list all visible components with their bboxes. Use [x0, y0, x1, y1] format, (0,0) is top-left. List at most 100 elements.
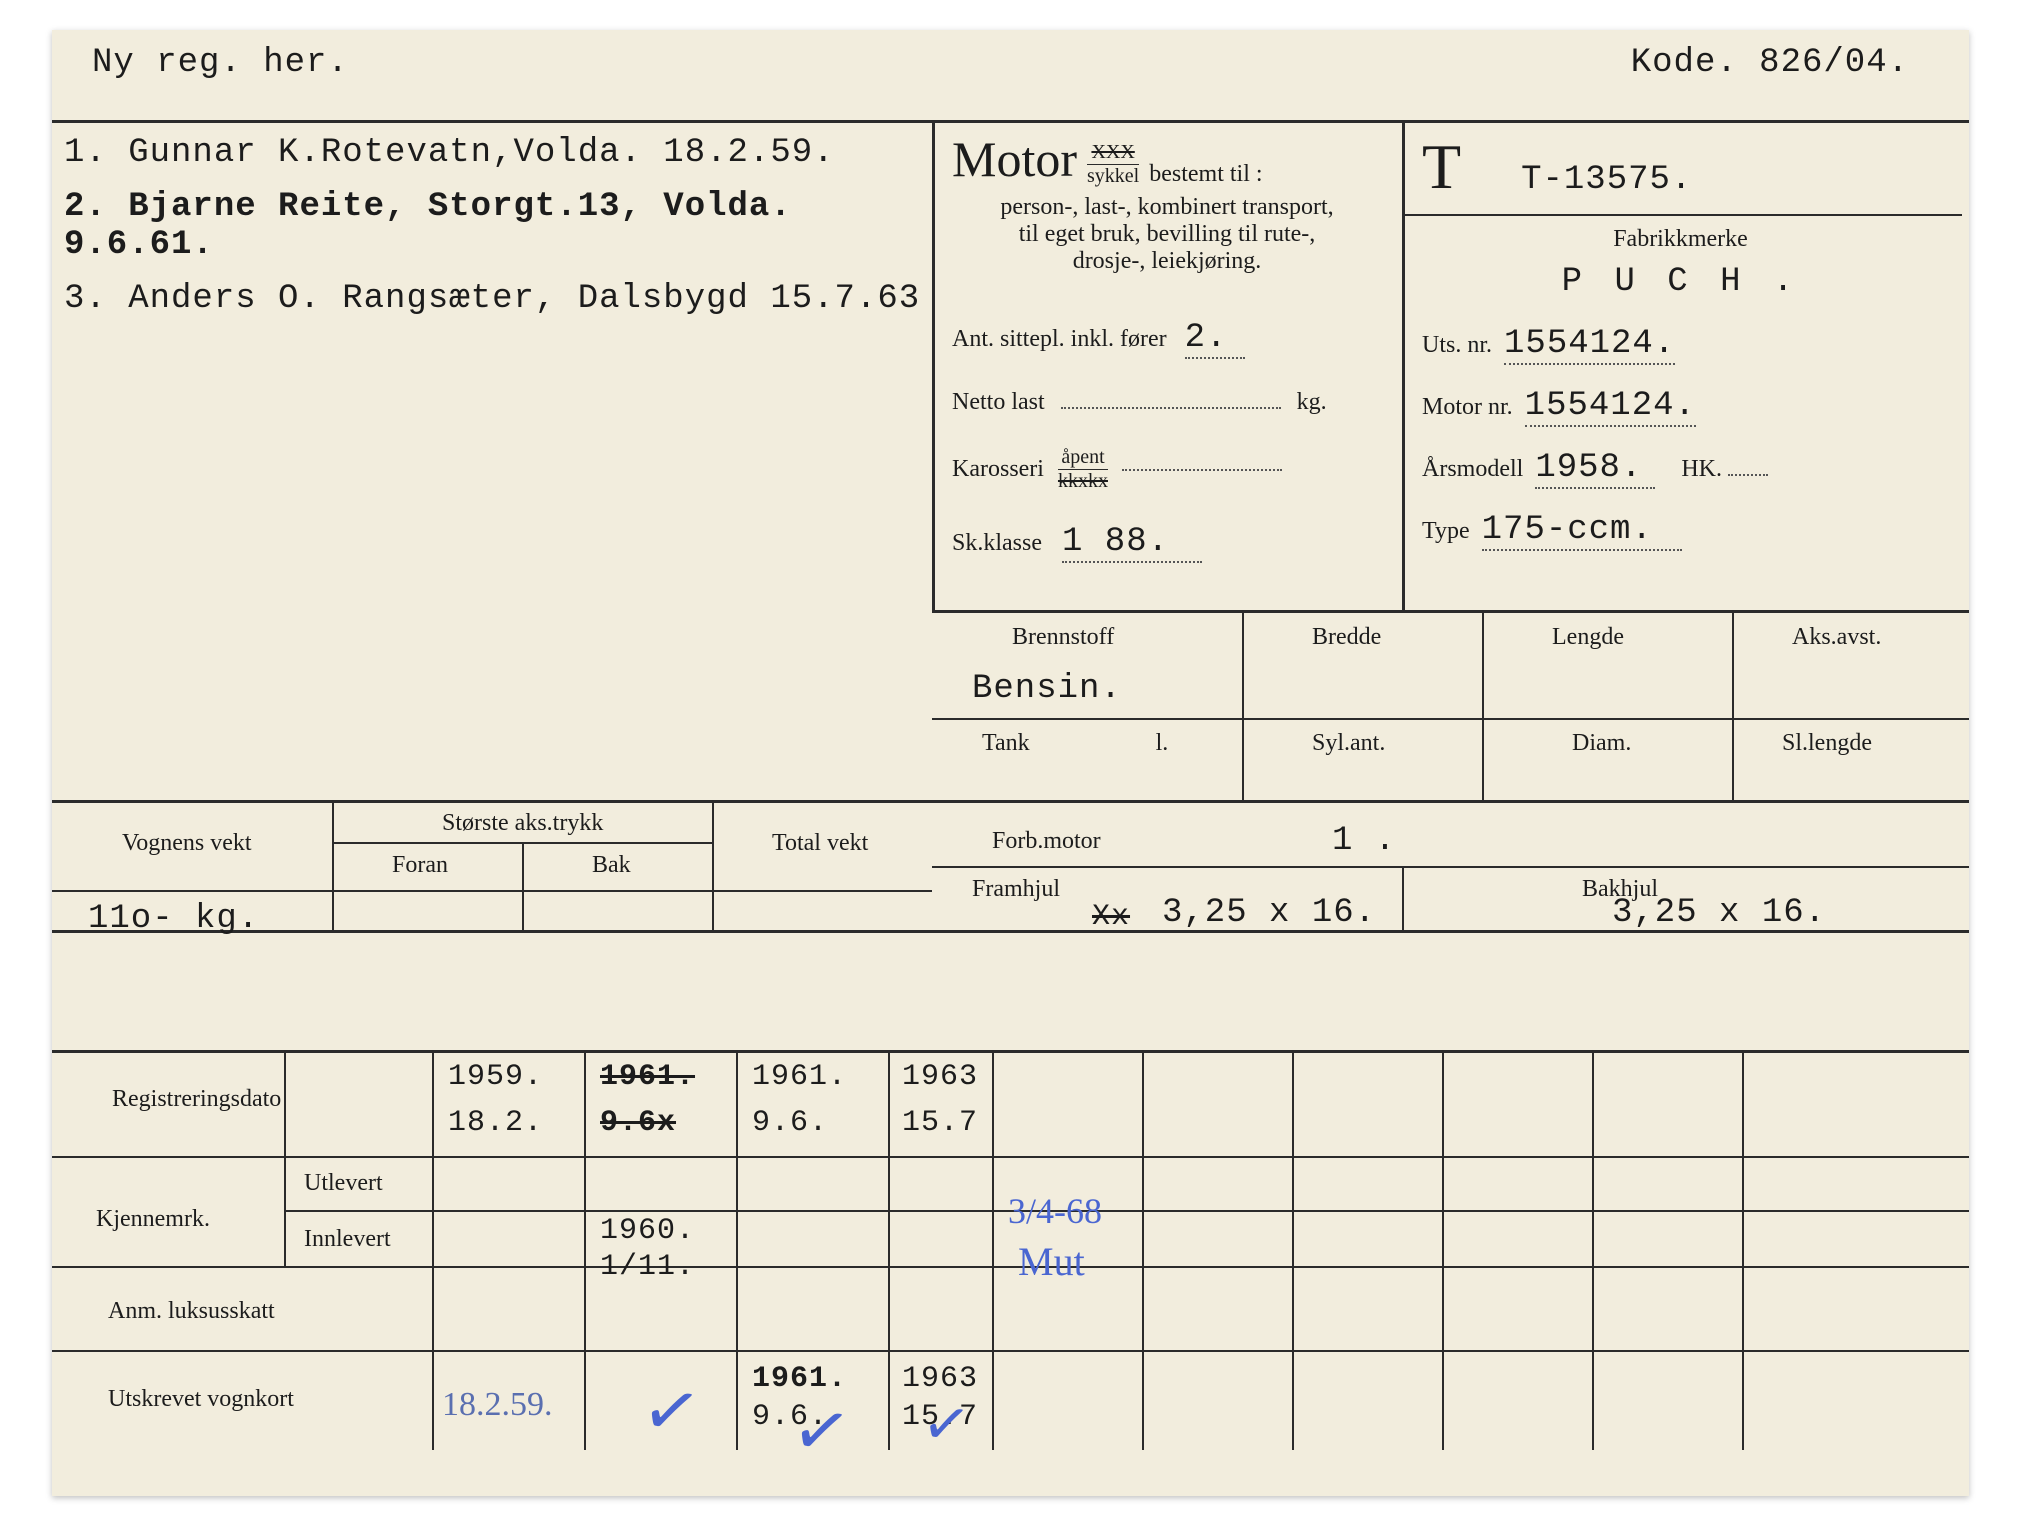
vognvekt-h: Vognens vekt: [122, 830, 252, 857]
owner-row: 3. Anders O. Rangsæter, Dalsbygd 15.7.63: [64, 280, 924, 318]
motornr: Motor nr. 1554124.: [1422, 387, 1939, 427]
sittepl-val: 2.: [1185, 319, 1245, 359]
skklasse-val: 1 88.: [1062, 523, 1202, 563]
type-val: 175-ccm.: [1482, 511, 1682, 551]
registration-card: Ny reg. her. Kode. 826/04. 1. Gunnar K.R…: [52, 30, 1969, 1496]
rule-h3b: [932, 866, 1969, 868]
arsmodell-label: Årsmodell: [1422, 456, 1523, 482]
wv2: [712, 800, 714, 930]
rule-h6b: [284, 1210, 1969, 1212]
rule-h6: [52, 1156, 1969, 1158]
reg-c1b: 18.2.: [448, 1106, 543, 1140]
inn-b: 1/11.: [600, 1250, 695, 1284]
motor-bestemt: bestemt til :: [1149, 161, 1262, 188]
skklasse-label: Sk.klasse: [952, 530, 1042, 556]
type-label: Type: [1422, 518, 1470, 544]
motor-line: til eget bruk, bevilling til rute-,: [952, 221, 1382, 248]
wheel-v: [1402, 866, 1404, 930]
bak-v: 3,25 x 16.: [1612, 894, 1826, 932]
sittepl: Ant. sittepl. inkl. fører 2.: [952, 319, 1382, 359]
rule-top: [52, 120, 1969, 123]
owner-row: 2. Bjarne Reite, Storgt.13, Volda. 9.6.6…: [64, 188, 924, 264]
netto-unit: kg.: [1297, 389, 1327, 415]
wv1: [332, 800, 334, 930]
motornr-val: 1554124.: [1525, 387, 1696, 427]
karosseri: Karosseri åpent kkxkx: [952, 446, 1382, 493]
rule-h7: [52, 1266, 1969, 1268]
arsmodell-val: 1958.: [1535, 449, 1655, 489]
wh1: [332, 842, 712, 844]
syl-h: Syl.ant.: [1312, 730, 1385, 757]
sittepl-label: Ant. sittepl. inkl. fører: [952, 326, 1167, 352]
vognvekt-v: 11o- kg.: [88, 900, 259, 938]
motor-block: Motor XXX sykkel bestemt til : person-, …: [952, 130, 1382, 563]
motor-under: sykkel: [1087, 164, 1139, 188]
kjenn-label: Kjennemrk.: [96, 1206, 210, 1233]
brennstoff-v: Bensin.: [972, 670, 1122, 708]
rule-h5: [52, 1050, 1969, 1053]
motor-line: drosje-, leiekjøring.: [952, 248, 1382, 275]
rule-h2b: [932, 718, 1969, 720]
bv0: [284, 1050, 286, 1266]
fram-v: 3,25 x 16.: [1162, 894, 1376, 932]
skklasse: Sk.klasse 1 88.: [952, 523, 1382, 563]
bv1: [432, 1050, 434, 1450]
hand2: Mut: [1018, 1238, 1085, 1285]
anm-label: Anm. luksusskatt: [108, 1298, 275, 1325]
wv1b: [522, 842, 524, 930]
tank-h: Tank l.: [982, 730, 1168, 757]
kode: Kode. 826/04.: [1631, 44, 1909, 82]
bv7: [1442, 1050, 1444, 1450]
owner-line: Anders O. Rangsæter, Dalsbygd 15.7.63: [128, 280, 920, 318]
reg-c2b: 9.6x: [600, 1106, 676, 1140]
bv4b: [992, 1050, 994, 1450]
karosseri-label: Karosseri: [952, 456, 1044, 483]
fabrikk-label: Fabrikkmerke: [1422, 226, 1939, 253]
motor-line: person-, last-, kombinert transport,: [952, 194, 1382, 221]
kode-label: Kode.: [1631, 44, 1738, 82]
rule-h2: [932, 610, 1969, 613]
rule-h3: [52, 800, 1969, 803]
page: Ny reg. her. Kode. 826/04. 1. Gunnar K.R…: [0, 0, 2021, 1536]
aks-h: Aks.avst.: [1792, 624, 1881, 651]
rv-a: [1242, 610, 1244, 800]
fram-strike: Xx: [1092, 900, 1130, 934]
bv3: [736, 1050, 738, 1450]
inn-a: 1960.: [600, 1214, 695, 1248]
reg-c2a: 1961.: [600, 1060, 695, 1094]
rule-plate: [1402, 214, 1962, 216]
syl-v: 1 .: [1332, 822, 1396, 860]
bv6: [1292, 1050, 1294, 1450]
arsmodell: Årsmodell 1958. HK.: [1422, 449, 1939, 489]
storste-h: Største aks.trykk: [442, 810, 603, 837]
reg-c1a: 1959.: [448, 1060, 543, 1094]
total-h: Total vekt: [772, 830, 868, 857]
brennstoff-h: Brennstoff: [1012, 624, 1114, 651]
diam-h: Diam.: [1572, 730, 1631, 757]
kode-value: 826/04.: [1759, 44, 1909, 82]
tick-icon: ✓: [785, 1386, 857, 1478]
owner-line: Gunnar K.Rotevatn,Volda. 18.2.59.: [128, 134, 834, 172]
bv5: [1142, 1050, 1144, 1450]
rule-v2: [1402, 120, 1405, 610]
rv-c: [1732, 610, 1734, 800]
bredde-h: Bredde: [1312, 624, 1381, 651]
uts-val: 1554124.: [1504, 325, 1675, 365]
tick-icon: ✓: [635, 1366, 707, 1458]
type: Type 175-ccm.: [1422, 511, 1939, 551]
motor-word: Motor: [952, 130, 1077, 188]
rule-h8: [52, 1350, 1969, 1352]
owner-line: Bjarne Reite, Storgt.13, Volda. 9.6.61.: [64, 188, 792, 264]
karosseri-extra: [1122, 469, 1282, 471]
wh2: [52, 890, 932, 892]
netto-val: [1061, 407, 1281, 409]
netto-label: Netto last: [952, 389, 1045, 415]
regdato-h: Registreringsdato: [112, 1086, 281, 1113]
netto: Netto last kg.: [952, 389, 1382, 416]
forb-h: Forb.motor: [992, 828, 1101, 855]
fram-h: Framhjul: [972, 876, 1060, 903]
hk-label: HK.: [1681, 456, 1722, 482]
tick-icon: ✓: [918, 1387, 976, 1461]
reg-c3a: 1961.: [752, 1060, 847, 1094]
motornr-label: Motor nr.: [1422, 394, 1513, 420]
